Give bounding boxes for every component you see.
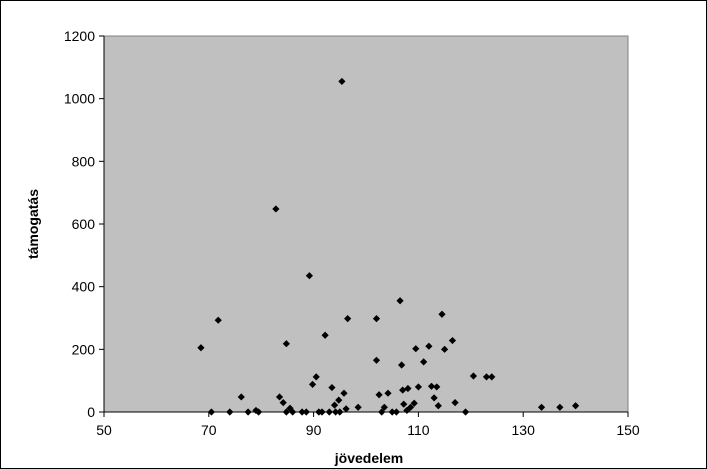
data-point <box>336 408 344 416</box>
data-point <box>482 373 491 381</box>
data-point <box>410 399 418 407</box>
data-point <box>244 408 252 416</box>
y-tick-label: 800 <box>72 153 96 169</box>
data-point <box>425 342 433 350</box>
data-point <box>400 400 408 408</box>
data-point <box>438 310 446 318</box>
data-point <box>388 408 396 416</box>
data-point <box>226 408 234 416</box>
data-point <box>330 401 339 409</box>
data-point <box>398 361 406 369</box>
data-point <box>335 396 343 404</box>
x-axis-title: jövedelem <box>334 450 403 466</box>
y-tick-label: 200 <box>72 341 96 357</box>
x-tick-label: 50 <box>96 422 112 438</box>
data-point <box>214 316 222 324</box>
data-point <box>272 205 280 213</box>
x-tick-label: 110 <box>407 422 430 438</box>
data-point <box>252 406 260 415</box>
data-points <box>197 77 580 416</box>
data-point <box>380 403 388 411</box>
data-point <box>406 403 415 411</box>
data-point <box>275 393 284 401</box>
y-tick-label: 400 <box>72 279 96 295</box>
data-point <box>354 403 362 411</box>
data-point <box>338 77 346 86</box>
data-point <box>488 373 496 381</box>
data-point <box>441 345 449 353</box>
data-point <box>556 403 564 411</box>
data-point <box>312 373 320 381</box>
y-tick-label: 1200 <box>64 28 95 44</box>
data-point <box>448 336 457 345</box>
data-point <box>328 383 336 392</box>
data-point <box>308 380 317 389</box>
x-tick-label: 70 <box>201 422 217 438</box>
x-axis: 50 70 90 110 130 150 <box>96 411 640 438</box>
y-tick-label: 600 <box>72 216 96 232</box>
data-point <box>372 356 381 364</box>
data-point <box>302 408 310 416</box>
data-point <box>537 403 546 411</box>
data-point <box>254 408 263 416</box>
data-point <box>372 315 381 323</box>
data-point <box>279 399 287 407</box>
data-point <box>375 391 383 399</box>
data-point <box>378 408 386 416</box>
data-point <box>433 383 441 391</box>
data-point <box>340 389 348 397</box>
data-point <box>282 340 290 348</box>
data-point <box>392 408 400 416</box>
data-point <box>344 315 352 323</box>
data-point <box>434 402 442 410</box>
data-point <box>396 297 404 305</box>
data-point <box>384 389 392 397</box>
x-tick-label: 130 <box>512 422 536 438</box>
data-point <box>197 344 205 352</box>
data-point <box>342 405 350 413</box>
data-point <box>286 404 294 412</box>
data-point <box>325 408 333 416</box>
data-point <box>451 399 459 407</box>
data-point <box>237 393 245 401</box>
data-point <box>430 394 438 402</box>
plot-area <box>103 35 629 413</box>
y-axis-title: támogatás <box>25 189 41 259</box>
x-tick-label: 90 <box>306 422 322 438</box>
data-point <box>305 272 314 280</box>
data-point <box>427 382 436 390</box>
data-point <box>282 408 290 416</box>
y-axis: 0 200 400 600 800 1000 1200 <box>64 28 105 420</box>
data-point <box>318 408 326 416</box>
y-tick-label: 1000 <box>64 91 95 107</box>
data-point <box>572 402 580 410</box>
data-point <box>461 408 470 416</box>
data-point <box>414 383 422 391</box>
data-point <box>207 408 216 416</box>
y-tick-label: 0 <box>87 404 95 420</box>
data-point <box>298 408 306 416</box>
data-point <box>399 386 407 394</box>
data-point <box>289 408 297 416</box>
data-point <box>420 358 428 366</box>
data-point <box>412 345 420 353</box>
data-point <box>469 372 478 380</box>
data-point <box>404 384 412 393</box>
data-point <box>321 331 329 339</box>
data-point <box>332 408 340 416</box>
x-tick-label: 150 <box>616 422 640 438</box>
